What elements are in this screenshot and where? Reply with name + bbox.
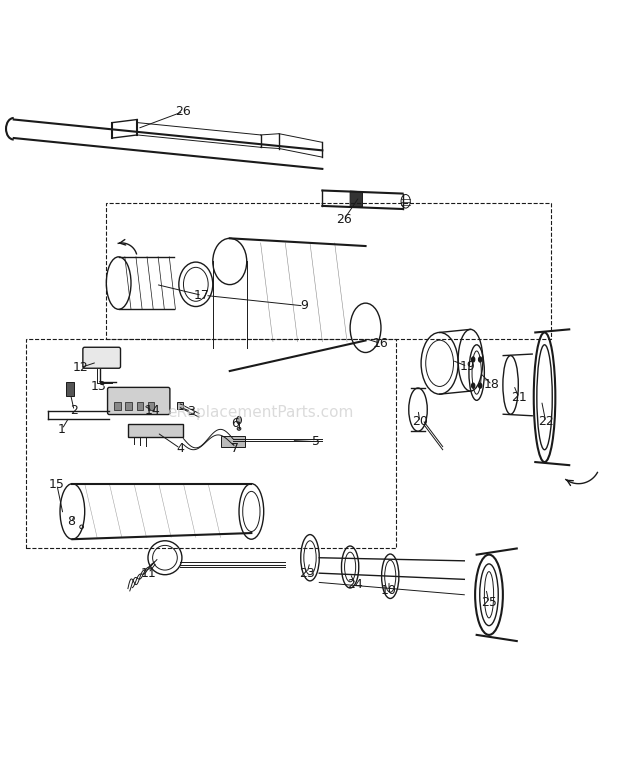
Ellipse shape — [237, 417, 241, 424]
Text: 3: 3 — [187, 405, 195, 418]
Bar — [106, 203, 551, 338]
Text: 2: 2 — [70, 404, 78, 417]
Text: 10: 10 — [381, 584, 397, 597]
Ellipse shape — [479, 357, 482, 362]
Bar — [125, 402, 131, 410]
FancyBboxPatch shape — [83, 348, 120, 369]
Text: 6: 6 — [231, 417, 239, 430]
FancyBboxPatch shape — [107, 387, 170, 414]
Text: 22: 22 — [538, 415, 554, 428]
Text: 14: 14 — [144, 404, 161, 417]
Text: 16: 16 — [373, 337, 389, 350]
Text: 18: 18 — [484, 379, 500, 391]
Text: 26: 26 — [175, 105, 192, 118]
Text: 5: 5 — [312, 435, 320, 449]
Text: 1: 1 — [58, 423, 66, 436]
Bar — [26, 338, 396, 549]
Ellipse shape — [479, 383, 482, 388]
Text: 17: 17 — [194, 289, 210, 302]
Text: 12: 12 — [73, 361, 88, 374]
Text: 13: 13 — [91, 379, 107, 393]
Ellipse shape — [472, 357, 475, 362]
Text: 19: 19 — [459, 360, 476, 373]
Text: 24: 24 — [347, 578, 363, 591]
Ellipse shape — [237, 428, 241, 430]
Bar — [136, 402, 143, 410]
Text: 8: 8 — [67, 515, 75, 528]
Text: 7: 7 — [231, 442, 239, 455]
Ellipse shape — [472, 383, 475, 388]
Bar — [221, 435, 245, 447]
Text: 23: 23 — [299, 566, 315, 580]
Text: 9: 9 — [300, 300, 308, 313]
Text: 20: 20 — [412, 415, 428, 428]
Text: eReplacementParts.com: eReplacementParts.com — [167, 405, 354, 420]
Bar — [177, 401, 184, 409]
Text: 15: 15 — [49, 478, 65, 491]
Bar — [128, 424, 184, 438]
Bar — [66, 383, 74, 396]
Text: 4: 4 — [177, 442, 184, 455]
Text: 25: 25 — [481, 596, 497, 609]
Polygon shape — [350, 191, 363, 207]
Text: 11: 11 — [140, 566, 156, 580]
Text: 21: 21 — [511, 391, 526, 404]
Bar — [114, 402, 120, 410]
Bar — [148, 402, 154, 410]
Text: 26: 26 — [336, 213, 352, 226]
